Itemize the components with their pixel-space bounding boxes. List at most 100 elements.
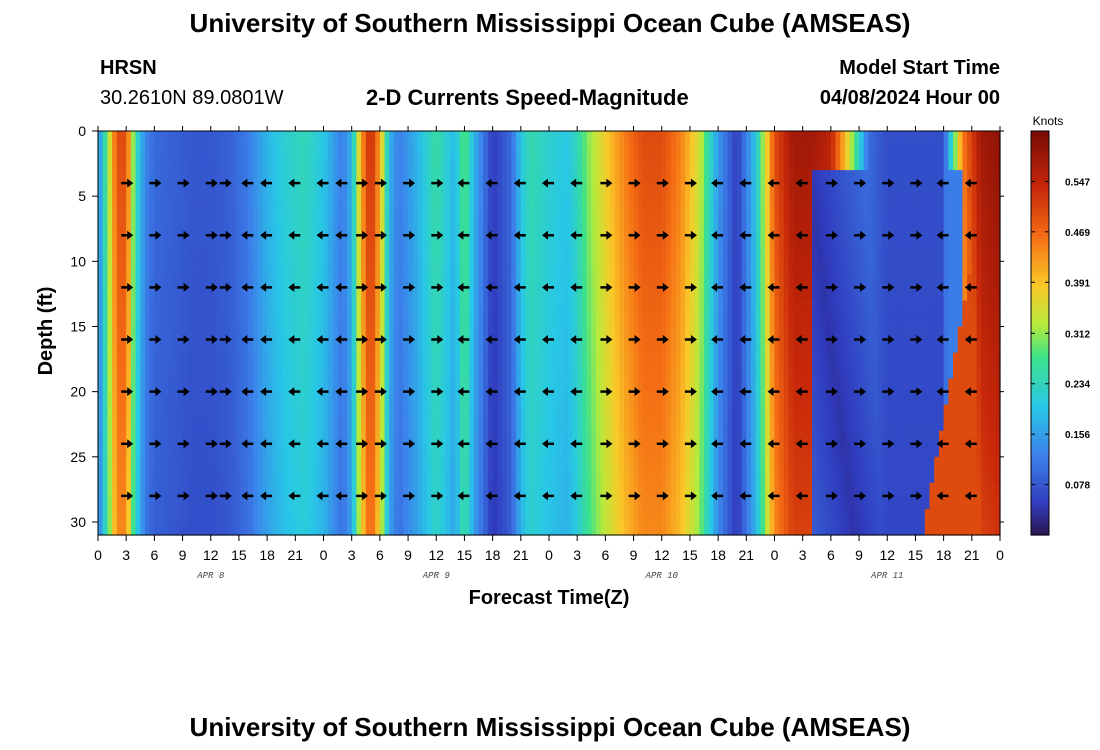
heatmap-cell (436, 378, 442, 393)
heatmap-cell (271, 209, 278, 223)
heatmap-cell (238, 443, 245, 458)
heatmap-cell (492, 300, 498, 315)
heatmap-cell (783, 144, 790, 158)
heatmap-cell (699, 430, 705, 445)
heatmap-cell (182, 300, 188, 315)
heatmap-cell (112, 508, 118, 523)
heatmap-cell (389, 430, 395, 445)
heatmap-cell (506, 131, 513, 145)
heatmap-cell (520, 352, 527, 367)
heatmap-cell (450, 170, 456, 184)
heatmap-cell (346, 443, 353, 458)
heatmap-cell (257, 209, 264, 223)
heatmap-cell (163, 456, 170, 471)
heatmap-cell (126, 521, 132, 536)
heatmap-cell (431, 287, 437, 302)
heatmap-cell (314, 508, 320, 523)
heatmap-cell (370, 287, 376, 302)
heatmap-cell (581, 456, 588, 471)
heatmap-cell (572, 261, 578, 275)
heatmap-cell (276, 183, 282, 197)
heatmap-cell (746, 391, 752, 406)
heatmap-cell (774, 430, 780, 445)
heatmap-cell (234, 209, 240, 223)
heatmap-cell (384, 352, 390, 367)
heatmap-cell (149, 131, 155, 145)
heatmap-cell (187, 313, 193, 328)
heatmap-cell (346, 170, 353, 184)
heatmap-cell (722, 300, 729, 315)
heatmap-cell (253, 261, 259, 275)
heatmap-cell (455, 508, 461, 523)
heatmap-cell (196, 144, 202, 158)
heatmap-cell (384, 404, 390, 419)
heatmap-cell (140, 352, 146, 367)
heatmap-cell (685, 157, 691, 171)
heatmap-cell (459, 456, 466, 471)
heatmap-cell (788, 157, 794, 171)
heatmap-cell (140, 261, 146, 275)
heatmap-cell (605, 274, 611, 288)
heatmap-cell (779, 326, 785, 341)
heatmap-cell (821, 144, 827, 158)
heatmap-cell (417, 508, 423, 523)
heatmap-cell (628, 482, 635, 497)
heatmap-cell (516, 300, 522, 315)
heatmap-cell (675, 326, 682, 341)
heatmap-cell (610, 469, 616, 484)
heatmap-cell (704, 404, 710, 419)
heatmap-cell (361, 404, 367, 419)
heatmap-cell (144, 365, 151, 380)
heatmap-cell (412, 222, 419, 236)
heatmap-cell (314, 417, 320, 432)
heatmap-cell (816, 196, 823, 210)
heatmap-cell (694, 378, 700, 393)
heatmap-cell (506, 261, 513, 275)
heatmap-cell (436, 508, 442, 523)
heatmap-cell (520, 313, 527, 328)
heatmap-cell (783, 352, 790, 367)
heatmap-cell (107, 261, 113, 275)
heatmap-cell (309, 404, 315, 419)
heatmap-cell (318, 183, 325, 197)
heatmap-cell (436, 456, 442, 471)
heatmap-cell (567, 404, 574, 419)
heatmap-cell (328, 274, 334, 288)
heatmap-cell (393, 170, 400, 184)
heatmap-cell (760, 404, 766, 419)
heatmap-cell (722, 183, 729, 197)
heatmap-cell (685, 326, 691, 341)
heatmap-cell (243, 209, 249, 223)
heatmap-cell (248, 313, 254, 328)
heatmap-cell (713, 521, 719, 536)
heatmap-cell (755, 365, 762, 380)
heatmap-cell (605, 287, 611, 302)
heatmap-cell (445, 430, 451, 445)
heatmap-cell (102, 469, 108, 484)
heatmap-cell (102, 183, 108, 197)
heatmap-cell (614, 248, 621, 262)
heatmap-cell (497, 261, 503, 275)
heatmap-cell (628, 326, 635, 341)
heatmap-cell (713, 326, 719, 341)
heatmap-cell (342, 521, 348, 536)
heatmap-cell (318, 326, 325, 341)
heatmap-cell (464, 378, 470, 393)
heatmap-cell (314, 313, 320, 328)
heatmap-cell (520, 495, 527, 510)
station-coordinates: 30.2610N 89.0801W (100, 87, 284, 109)
heatmap-cell (140, 521, 146, 536)
heatmap-cell (224, 313, 231, 328)
heatmap-cell (422, 313, 428, 328)
heatmap-cell (732, 378, 738, 393)
heatmap-cell (600, 300, 606, 315)
heatmap-cell (826, 430, 832, 445)
heatmap-cell (812, 235, 818, 249)
heatmap-cell (215, 521, 221, 536)
heatmap-cell (577, 209, 583, 223)
heatmap-cell (760, 222, 766, 236)
heatmap-cell (229, 183, 235, 197)
heatmap-cell (614, 443, 621, 458)
heatmap-cell (689, 326, 696, 341)
heatmap-cell (375, 469, 381, 484)
